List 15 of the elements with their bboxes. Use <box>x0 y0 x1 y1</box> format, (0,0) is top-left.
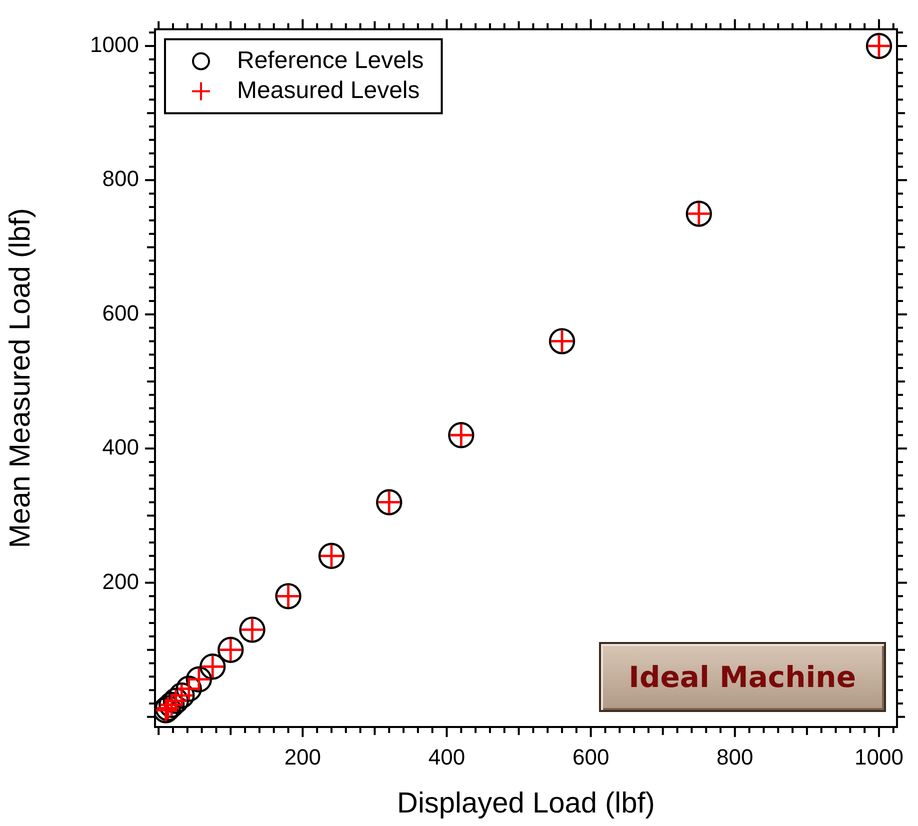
annotation: Ideal Machine <box>598 642 886 712</box>
x-axis-title: Displayed Load (lbf) <box>397 788 655 820</box>
y-tick-label: 200 <box>102 568 139 594</box>
legend-label: Reference Levels <box>237 46 424 74</box>
y-tick-label: 400 <box>102 434 139 460</box>
y-tick-label: 600 <box>102 300 139 326</box>
legend-label: Measured Levels <box>237 76 420 104</box>
y-axis-title: Mean Measured Load (lbf) <box>4 208 36 548</box>
x-tick-label: 200 <box>284 744 322 770</box>
x-tick-label: 800 <box>716 744 754 770</box>
y-tick-label: 1000 <box>90 32 139 58</box>
x-tick-label: 400 <box>428 744 466 770</box>
y-tick-label: 800 <box>102 166 139 192</box>
x-tick-label: 1000 <box>854 744 904 770</box>
x-tick-label: 600 <box>572 744 610 770</box>
